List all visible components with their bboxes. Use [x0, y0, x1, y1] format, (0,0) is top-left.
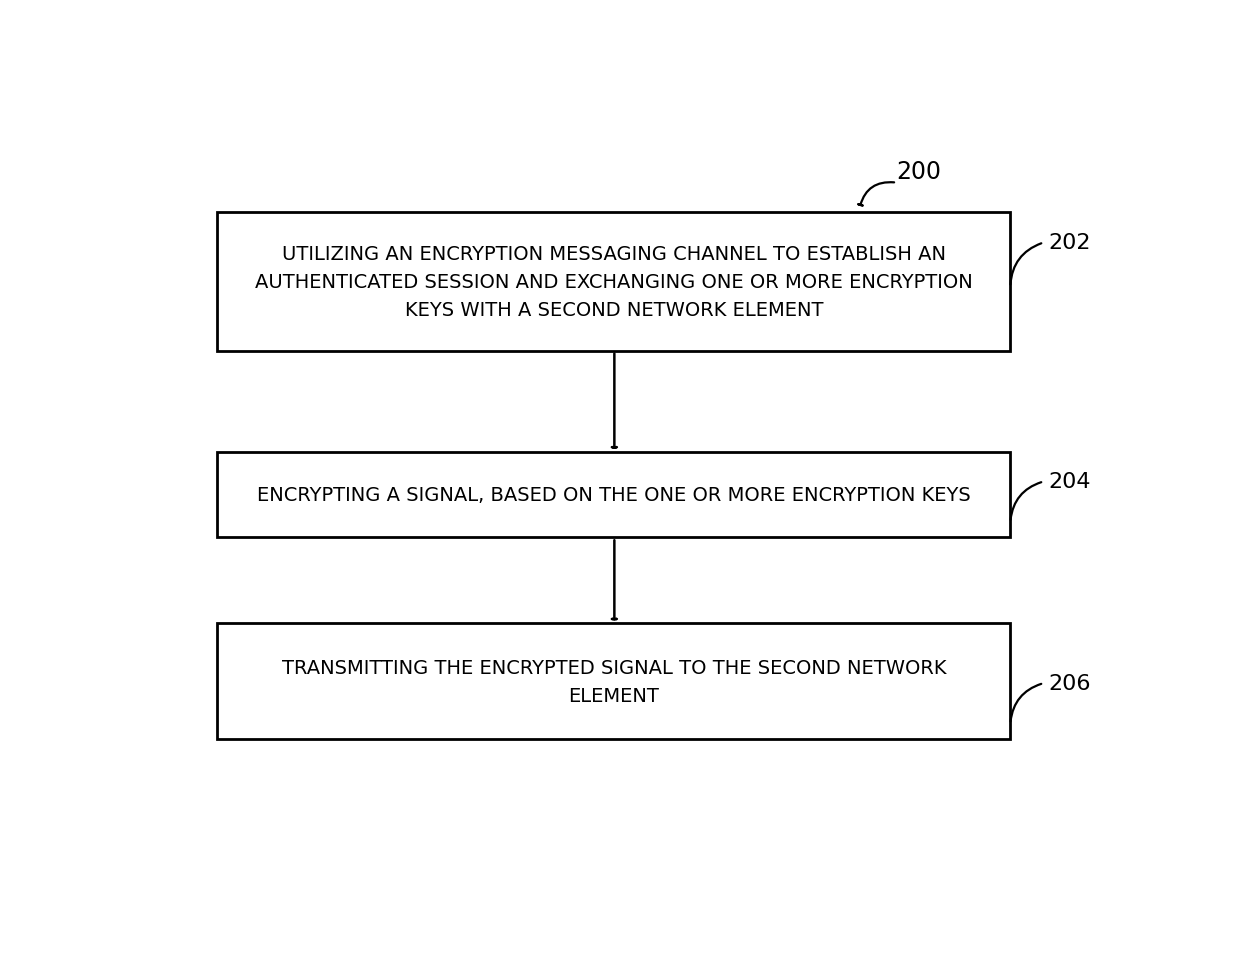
Text: 200: 200	[897, 160, 941, 184]
Bar	[217, 624, 1011, 739]
Text: TRANSMITTING THE ENCRYPTED SIGNAL TO THE SECOND NETWORK
ELEMENT: TRANSMITTING THE ENCRYPTED SIGNAL TO THE…	[281, 658, 946, 705]
Bar	[217, 452, 1011, 538]
Text: 202: 202	[1049, 234, 1091, 253]
Text: ENCRYPTING A SIGNAL, BASED ON THE ONE OR MORE ENCRYPTION KEYS: ENCRYPTING A SIGNAL, BASED ON THE ONE OR…	[257, 485, 971, 505]
Text: 206: 206	[1049, 673, 1091, 694]
Text: UTILIZING AN ENCRYPTION MESSAGING CHANNEL TO ESTABLISH AN
AUTHENTICATED SESSION : UTILIZING AN ENCRYPTION MESSAGING CHANNE…	[255, 245, 972, 320]
Text: 204: 204	[1049, 472, 1091, 492]
Bar	[217, 213, 1011, 352]
